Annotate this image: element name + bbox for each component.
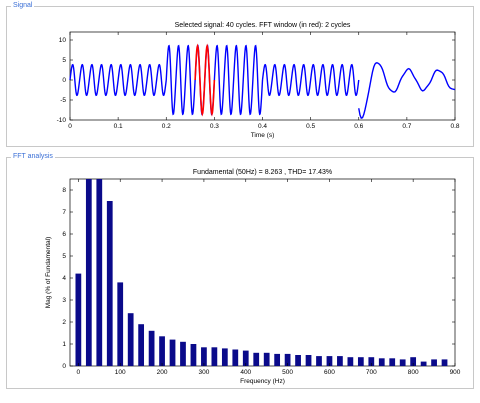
fft-bar	[274, 353, 281, 366]
signal-x-tick-label: 0.2	[162, 123, 171, 130]
fft-bar	[326, 356, 333, 366]
plot-frame	[69, 178, 456, 367]
fft-x-axis-label: Frequency (Hz)	[240, 378, 285, 385]
fft-y-tick-label: 8	[62, 187, 66, 194]
fft-bar	[106, 201, 113, 366]
fft-y-tick-label: 4	[62, 275, 66, 282]
signal-x-tick-label: 0.1	[114, 123, 123, 130]
fft-x-tick-label: 300	[198, 369, 209, 376]
signal-x-tick-label: 0.5	[306, 123, 315, 130]
signal-trace	[358, 62, 456, 120]
fft-bar	[295, 355, 301, 366]
fft-y-tick-label: 6	[62, 231, 66, 238]
fft-bar	[378, 358, 385, 366]
fft-y-tick-label: 2	[62, 319, 66, 326]
fft-bar	[284, 353, 291, 366]
signal-trace	[261, 63, 360, 97]
fft-bar	[201, 347, 207, 366]
fft-x-tick-label: 700	[366, 369, 377, 376]
fft-bar	[75, 273, 82, 366]
signal-y-tick-label: -5	[60, 97, 66, 104]
fft-bar	[242, 350, 249, 366]
fft-y-tick-label: 7	[62, 209, 66, 216]
signal-x-tick-label: 0.6	[354, 123, 363, 130]
fft-y-tick-label: 1	[62, 341, 66, 348]
fft-x-tick-label: 600	[324, 369, 335, 376]
fft-bar	[96, 179, 103, 366]
signal-y-tick-label: -10	[57, 117, 67, 124]
fft-bar	[221, 348, 228, 366]
fft-bar	[148, 330, 155, 366]
fft-bar	[85, 179, 92, 366]
fft-bar	[169, 339, 176, 366]
signal-x-tick-label: 0.7	[402, 123, 411, 130]
fft-bar	[357, 357, 364, 366]
fft-x-tick-label: 100	[115, 369, 126, 376]
fft-bar	[211, 347, 218, 366]
fft-panel-title: FFT analysis	[11, 151, 55, 163]
fft-bar	[253, 352, 260, 366]
signal-y-tick-label: 10	[59, 37, 67, 44]
signal-x-tick-label: 0.3	[210, 123, 219, 130]
fft-x-tick-label: 400	[240, 369, 251, 376]
fft-bar	[316, 356, 322, 366]
fft-window-trace	[194, 43, 216, 117]
fft-bar	[441, 359, 448, 366]
fft-bar	[263, 352, 270, 366]
fft-bar	[190, 344, 197, 366]
fft-bar	[410, 357, 417, 366]
fft-x-tick-label: 800	[408, 369, 419, 376]
fft-bar	[138, 324, 145, 366]
signal-x-tick-label: 0.4	[258, 123, 267, 130]
fft-bar	[420, 361, 427, 366]
signal-x-tick-label: 0	[68, 123, 72, 130]
signal-trace	[69, 63, 167, 97]
fft-bar	[399, 359, 406, 366]
fft-panel: FFT analysis	[6, 151, 474, 389]
signal-x-axis-label: Time (s)	[251, 132, 275, 139]
signal-y-tick-label: 5	[62, 57, 66, 64]
signal-chart-title: Selected signal: 40 cycles. FFT window (…	[175, 22, 351, 29]
fft-bar	[117, 282, 124, 366]
fft-bar	[389, 358, 396, 366]
signal-x-tick-label: 0.8	[450, 123, 459, 130]
fft-y-tick-label: 5	[62, 253, 66, 260]
fft-y-tick-label: 0	[62, 363, 66, 370]
signal-panel-title: Signal	[11, 0, 35, 12]
signal-trace	[165, 44, 264, 116]
fft-x-tick-label: 900	[450, 369, 461, 376]
fft-x-tick-label: 200	[157, 369, 168, 376]
fft-bar	[337, 356, 343, 366]
fft-y-axis-label: Mag (% of Fundamental)	[45, 237, 52, 309]
fft-bar	[232, 349, 239, 366]
fft-bar	[127, 313, 134, 366]
fft-x-tick-label: 500	[282, 369, 293, 376]
fft-bar	[431, 359, 437, 366]
signal-panel: Signal	[6, 0, 474, 147]
fft-x-tick-label: 0	[77, 369, 81, 376]
fft-chart-title: Fundamental (50Hz) = 8.263 , THD= 17.43%	[193, 169, 332, 176]
fft-bar	[180, 341, 186, 366]
fft-bar	[368, 357, 375, 366]
fft-bar	[347, 357, 354, 366]
fft-y-tick-label: 3	[62, 297, 66, 304]
signal-y-tick-label: 0	[62, 77, 66, 84]
fft-bar	[305, 355, 312, 366]
fft-bar	[159, 336, 165, 366]
